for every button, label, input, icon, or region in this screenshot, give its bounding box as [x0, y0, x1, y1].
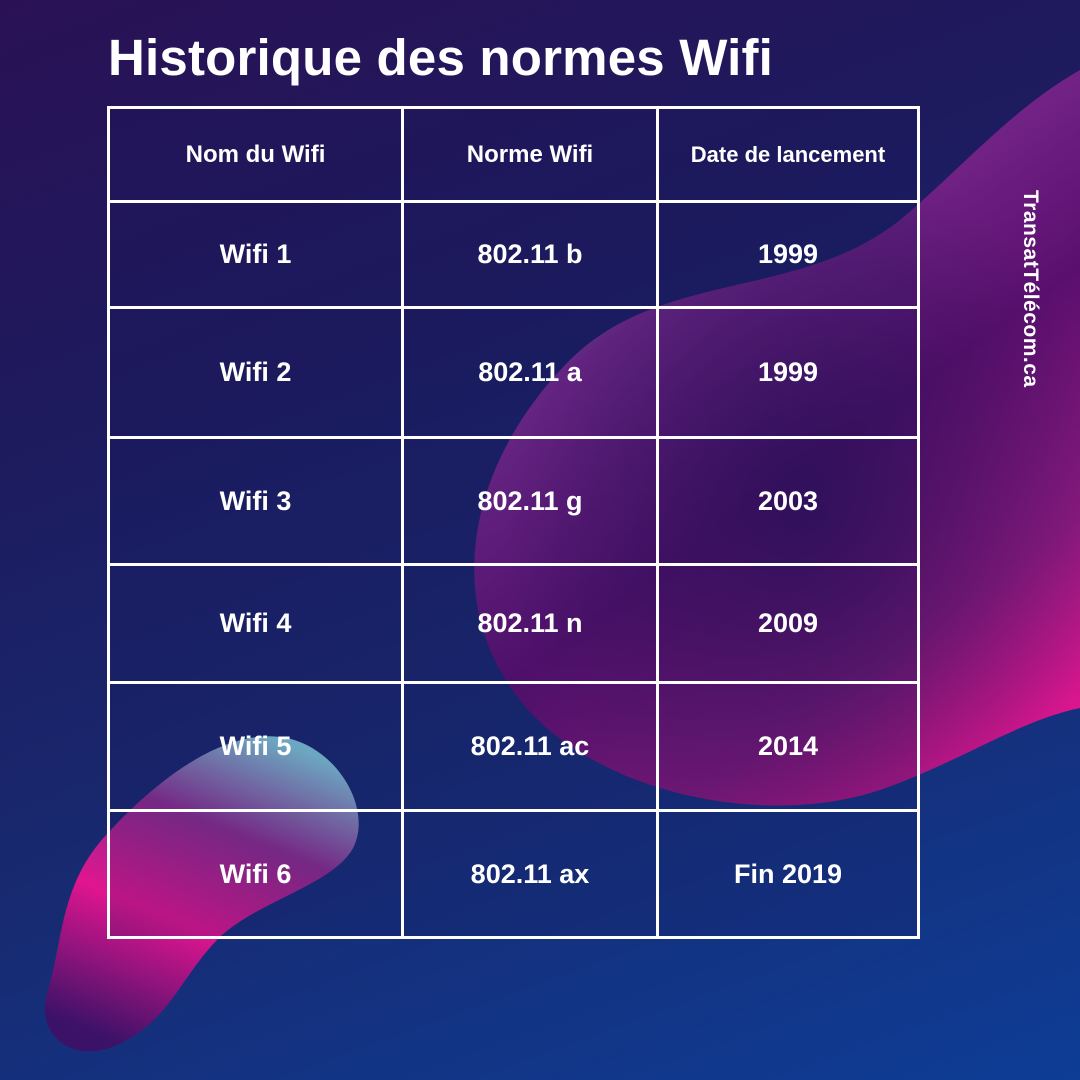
wifi-name-cell: Wifi 4: [107, 563, 404, 684]
wifi-name-cell: Wifi 5: [107, 680, 404, 813]
wifi-name-cell: Wifi 2: [107, 306, 404, 439]
wifi-standard-cell: 802.11 a: [401, 306, 659, 439]
table-row: Wifi 3 802.11 g 2003: [107, 435, 920, 567]
wifi-name-cell: Wifi 3: [107, 435, 404, 567]
wifi-name-cell: Wifi 1: [107, 199, 404, 310]
table-row: Wifi 6 802.11 ax Fin 2019: [107, 809, 920, 939]
launch-date-cell: Fin 2019: [656, 809, 920, 939]
wifi-standard-cell: 802.11 g: [401, 435, 659, 567]
brand-watermark: TransatTélécom.ca: [1019, 190, 1042, 388]
launch-date-cell: 2003: [656, 435, 920, 567]
wifi-standard-cell: 802.11 ac: [401, 680, 659, 813]
launch-date-cell: 2009: [656, 563, 920, 684]
header-launch-date: Date de lancement: [656, 106, 920, 203]
header-wifi-name: Nom du Wifi: [107, 106, 404, 203]
table-row: Wifi 1 802.11 b 1999: [107, 199, 920, 310]
table-row: Wifi 5 802.11 ac 2014: [107, 680, 920, 813]
table-header-row: Nom du Wifi Norme Wifi Date de lancement: [107, 106, 920, 203]
wifi-standard-cell: 802.11 b: [401, 199, 659, 310]
table-row: Wifi 4 802.11 n 2009: [107, 563, 920, 684]
wifi-standard-cell: 802.11 n: [401, 563, 659, 684]
wifi-name-cell: Wifi 6: [107, 809, 404, 939]
wifi-standard-cell: 802.11 ax: [401, 809, 659, 939]
page-title: Historique des normes Wifi: [108, 29, 774, 86]
header-wifi-standard: Norme Wifi: [401, 106, 659, 203]
wifi-standards-table: Nom du Wifi Norme Wifi Date de lancement…: [107, 106, 920, 939]
launch-date-cell: 1999: [656, 306, 920, 439]
launch-date-cell: 2014: [656, 680, 920, 813]
launch-date-cell: 1999: [656, 199, 920, 310]
table-row: Wifi 2 802.11 a 1999: [107, 306, 920, 439]
